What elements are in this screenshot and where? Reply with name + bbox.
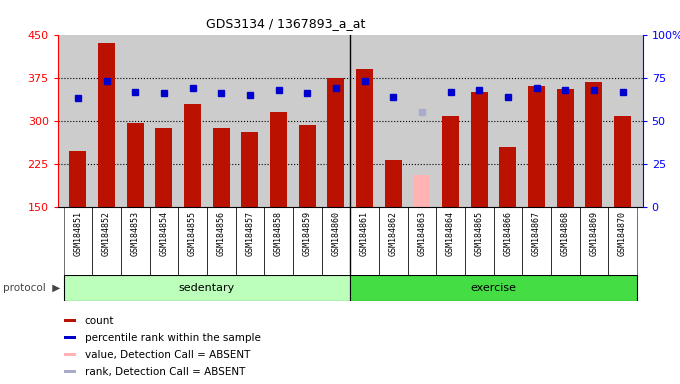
Text: GSM184867: GSM184867 [532, 211, 541, 256]
Bar [614, 116, 631, 207]
Bar [356, 69, 373, 207]
Text: GSM184868: GSM184868 [561, 211, 570, 256]
Text: value, Detection Call = ABSENT: value, Detection Call = ABSENT [85, 350, 250, 360]
Bar [121, 207, 150, 275]
Text: GSM184852: GSM184852 [102, 211, 111, 256]
Bar [69, 151, 86, 207]
Text: percentile rank within the sample: percentile rank within the sample [85, 333, 260, 343]
Text: GSM184862: GSM184862 [389, 211, 398, 256]
Text: GSM184863: GSM184863 [418, 211, 426, 256]
Bar [207, 207, 235, 275]
Bar [213, 128, 230, 207]
Bar [322, 207, 350, 275]
Text: GSM184857: GSM184857 [245, 211, 254, 256]
Text: GSM184853: GSM184853 [131, 211, 139, 256]
Bar [585, 82, 602, 207]
Bar [299, 125, 316, 207]
Text: protocol  ▶: protocol ▶ [3, 283, 61, 293]
Bar [235, 207, 265, 275]
Bar [436, 207, 465, 275]
Text: GSM184861: GSM184861 [360, 211, 369, 256]
Text: GSM184859: GSM184859 [303, 211, 311, 256]
Bar [551, 207, 579, 275]
Bar [499, 147, 517, 207]
Bar [350, 275, 637, 301]
Text: GSM184865: GSM184865 [475, 211, 483, 256]
Text: GSM184855: GSM184855 [188, 211, 197, 256]
Bar [407, 207, 436, 275]
Bar [528, 86, 545, 207]
Bar [522, 207, 551, 275]
Bar [241, 132, 258, 207]
Bar [557, 89, 574, 207]
Bar [327, 78, 345, 207]
Text: GSM184860: GSM184860 [331, 211, 341, 256]
Bar [608, 207, 637, 275]
Bar [494, 207, 522, 275]
Bar [413, 174, 430, 207]
Bar [92, 207, 121, 275]
Text: GDS3134 / 1367893_a_at: GDS3134 / 1367893_a_at [206, 17, 365, 30]
Text: GSM184864: GSM184864 [446, 211, 455, 256]
Text: GSM184851: GSM184851 [73, 211, 82, 256]
Text: GSM184870: GSM184870 [618, 211, 627, 256]
Bar [442, 116, 459, 207]
Text: exercise: exercise [471, 283, 517, 293]
Bar [465, 207, 494, 275]
Bar [385, 160, 402, 207]
Text: GSM184856: GSM184856 [217, 211, 226, 256]
Bar [184, 104, 201, 207]
Bar [64, 336, 76, 339]
Bar [579, 207, 608, 275]
Bar [98, 43, 115, 207]
Bar [126, 123, 143, 207]
Bar [64, 370, 76, 373]
Bar [150, 207, 178, 275]
Text: GSM184854: GSM184854 [159, 211, 169, 256]
Bar [293, 207, 322, 275]
Bar [63, 207, 92, 275]
Text: count: count [85, 316, 114, 326]
Text: GSM184866: GSM184866 [503, 211, 512, 256]
Bar [471, 92, 488, 207]
Bar [64, 353, 76, 356]
Bar [63, 275, 350, 301]
Bar [178, 207, 207, 275]
Text: sedentary: sedentary [179, 283, 235, 293]
Bar [265, 207, 293, 275]
Bar [155, 128, 173, 207]
Bar [350, 207, 379, 275]
Bar [64, 319, 76, 323]
Bar [379, 207, 407, 275]
Text: GSM184869: GSM184869 [590, 211, 598, 256]
Text: GSM184858: GSM184858 [274, 211, 283, 256]
Text: rank, Detection Call = ABSENT: rank, Detection Call = ABSENT [85, 367, 245, 377]
Bar [270, 112, 287, 207]
